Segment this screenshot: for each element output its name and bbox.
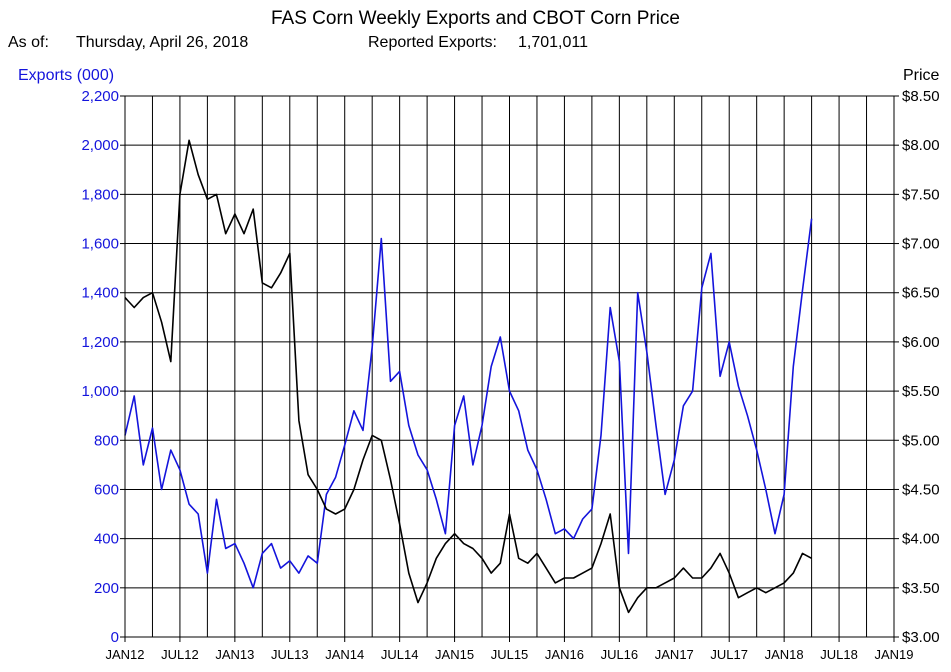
right-tick-label: $4.00: [902, 531, 940, 548]
x-tick-label: JUL12: [161, 647, 199, 662]
x-tick-label: JAN16: [545, 647, 584, 662]
left-tick-label: 1,600: [81, 236, 119, 253]
reported-exports-value: 1,701,011: [518, 34, 588, 51]
left-tick-label: 1,200: [81, 334, 119, 351]
exports-series-line: [124, 218, 813, 589]
as-of-label: As of:: [8, 34, 49, 51]
right-tick-label: $6.50: [902, 285, 940, 302]
chart-title: FAS Corn Weekly Exports and CBOT Corn Pr…: [270, 8, 680, 29]
price-series-line: [124, 139, 812, 614]
right-axis-label: Price: [903, 67, 940, 84]
right-tick-label: $5.50: [902, 383, 940, 400]
right-tick-label: $8.00: [902, 137, 940, 154]
left-tick-label: 1,400: [81, 285, 119, 302]
right-tick-label: $5.00: [902, 432, 940, 449]
right-axis-ticks: $3.00 $3.50 $4.00 $4.50 $5.00 $5.50 $6.00 $6.50…: [902, 88, 940, 646]
x-tick-label: JUL18: [820, 647, 858, 662]
x-tick-label: JUL13: [271, 647, 309, 662]
left-tick-label: 1,000: [81, 383, 119, 400]
series-lines: [124, 139, 813, 614]
right-tick-label: $6.00: [902, 334, 940, 351]
x-axis-ticks: JAN12 JUL12 JAN13 JUL13 JAN14 JUL14 JAN15 JUL15…: [105, 647, 913, 662]
x-tick-label: JAN13: [215, 647, 254, 662]
x-tick-label: JAN14: [325, 647, 364, 662]
plot-frame: [124, 95, 895, 638]
right-tick-label: $3.50: [902, 580, 940, 597]
reported-exports-label: Reported Exports:: [368, 34, 497, 51]
x-tick-label: JAN17: [655, 647, 694, 662]
left-tick-label: 800: [94, 432, 119, 449]
x-tick-label: JAN19: [874, 647, 913, 662]
x-tick-label: JUL17: [710, 647, 748, 662]
right-tick-label: $7.00: [902, 236, 940, 253]
x-tick-label: JAN15: [435, 647, 474, 662]
x-tick-label: JAN12: [105, 647, 144, 662]
left-tick-label: 2,000: [81, 137, 119, 154]
grid-lines: [120, 95, 899, 642]
right-tick-label: $7.50: [902, 186, 940, 203]
left-tick-label: 1,800: [81, 186, 119, 203]
right-tick-label: $8.50: [902, 88, 940, 105]
left-tick-label: 2,200: [81, 88, 119, 105]
right-tick-label: $3.00: [902, 629, 940, 646]
left-tick-label: 0: [111, 629, 119, 646]
as-of-date: Thursday, April 26, 2018: [76, 34, 249, 51]
left-axis-label: Exports (000): [18, 67, 115, 84]
x-tick-label: JUL16: [601, 647, 639, 662]
left-tick-label: 600: [94, 481, 119, 498]
x-tick-label: JAN18: [765, 647, 804, 662]
x-tick-label: JUL14: [381, 647, 419, 662]
x-tick-label: JUL15: [491, 647, 529, 662]
left-tick-label: 400: [94, 531, 119, 548]
left-tick-label: 200: [94, 580, 119, 597]
left-axis-ticks: 0 200 400 600 800 1,000 1,200 1,400 1,600 1,800 2,…: [81, 88, 119, 646]
right-tick-label: $4.50: [902, 481, 940, 498]
